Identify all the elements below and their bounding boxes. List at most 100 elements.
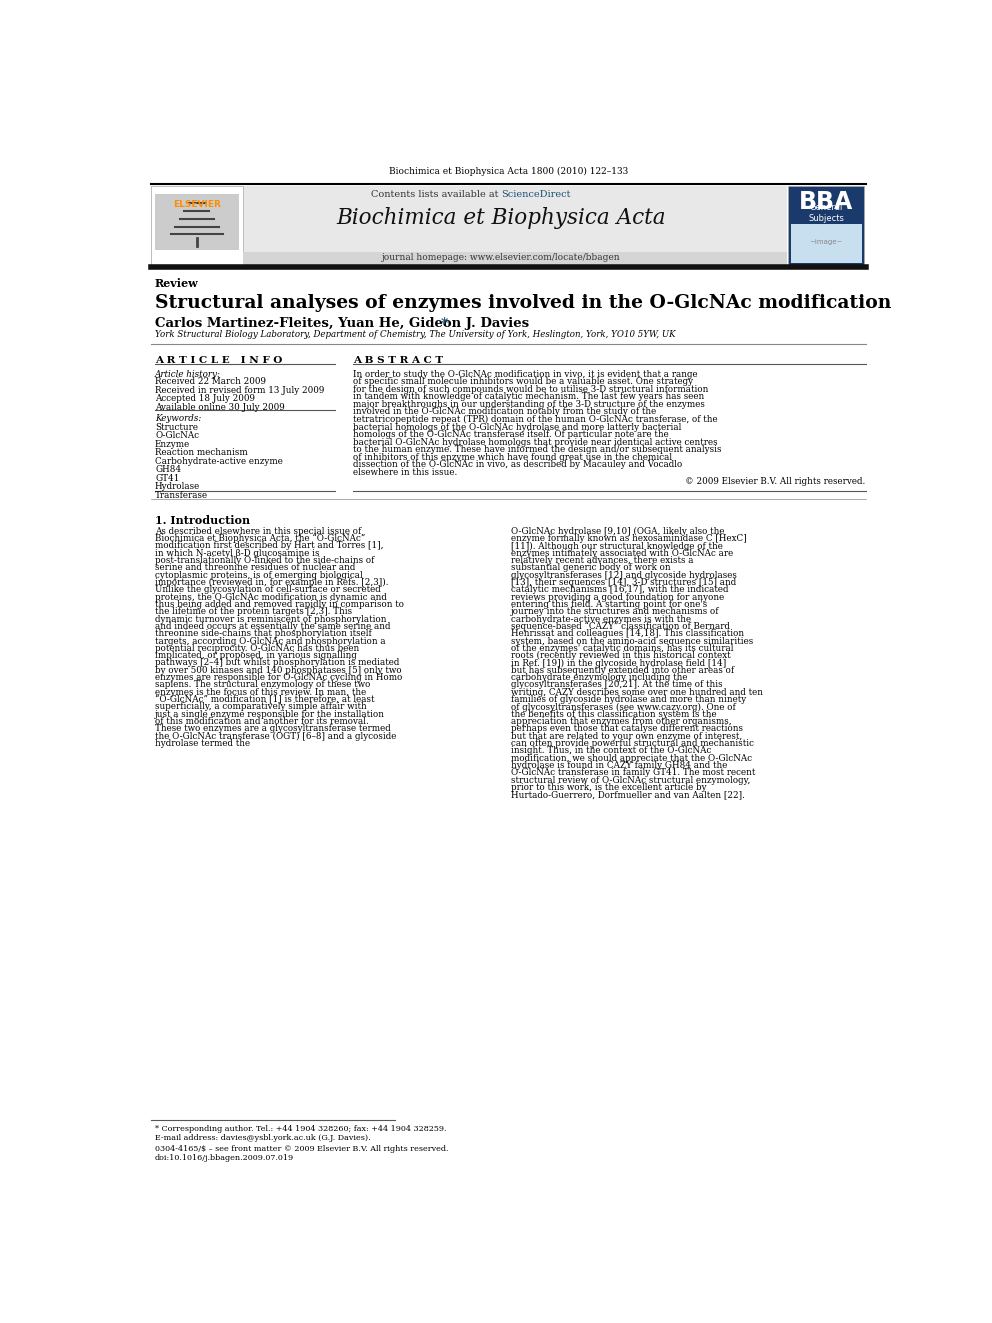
Text: Biochimica et Biophysica Acta 1800 (2010) 122–133: Biochimica et Biophysica Acta 1800 (2010… — [389, 167, 628, 176]
Text: bacterial O-GlcNAc hydrolase homologs that provide near identical active centres: bacterial O-GlcNAc hydrolase homologs th… — [352, 438, 717, 447]
Text: Structure: Structure — [155, 423, 198, 431]
Text: Enzyme: Enzyme — [155, 439, 190, 448]
Text: Unlike the glycosylation of cell-surface or secreted: Unlike the glycosylation of cell-surface… — [155, 585, 381, 594]
Text: serine and threonine residues of nuclear and: serine and threonine residues of nuclear… — [155, 564, 355, 573]
Text: E-mail address: davies@ysbl.york.ac.uk (G.J. Davies).: E-mail address: davies@ysbl.york.ac.uk (… — [155, 1134, 371, 1142]
Text: entering this field. A starting point for one's: entering this field. A starting point fo… — [511, 599, 707, 609]
Text: relatively recent advances, there exists a: relatively recent advances, there exists… — [511, 556, 693, 565]
Text: 1. Introduction: 1. Introduction — [155, 515, 250, 525]
Text: GH84: GH84 — [155, 466, 182, 474]
Text: but has subsequently extended into other areas of: but has subsequently extended into other… — [511, 665, 734, 675]
Text: the benefits of this classification system is the: the benefits of this classification syst… — [511, 709, 716, 718]
Text: just a single enzyme responsible for the installation: just a single enzyme responsible for the… — [155, 709, 385, 718]
Text: O-GlcNAc hydrolase [9,10] (OGA, likely also the: O-GlcNAc hydrolase [9,10] (OGA, likely a… — [511, 527, 724, 536]
Text: *: * — [440, 316, 447, 331]
Text: of glycosyltransferases (see www.cazy.org). One of: of glycosyltransferases (see www.cazy.or… — [511, 703, 735, 712]
Text: tetratricopeptide repeat (TPR) domain of the human O-GlcNAc transferase, of the: tetratricopeptide repeat (TPR) domain of… — [352, 415, 717, 425]
Text: Received in revised form 13 July 2009: Received in revised form 13 July 2009 — [155, 386, 324, 394]
Text: Hydrolase: Hydrolase — [155, 482, 200, 491]
Text: families of glycoside hydrolase and more than ninety: families of glycoside hydrolase and more… — [511, 695, 746, 704]
Text: Structural analyses of enzymes involved in the O-GlcNAc modification: Structural analyses of enzymes involved … — [155, 294, 892, 312]
Text: O-GlcNAc transferase in family GT41. The most recent: O-GlcNAc transferase in family GT41. The… — [511, 769, 755, 777]
Text: pathways [2–4] but whilst phosphorylation is mediated: pathways [2–4] but whilst phosphorylatio… — [155, 659, 400, 668]
Text: “O-GlcNAc” modification [1] is therefore, at least: “O-GlcNAc” modification [1] is therefore… — [155, 695, 375, 704]
Text: modification first described by Hart and Torres [1],: modification first described by Hart and… — [155, 541, 384, 550]
Text: These two enzymes are a glycosyltransferase termed: These two enzymes are a glycosyltransfer… — [155, 724, 391, 733]
Text: elsewhere in this issue.: elsewhere in this issue. — [352, 468, 457, 476]
Text: thus being added and removed rapidly in comparison to: thus being added and removed rapidly in … — [155, 599, 404, 609]
Text: catalytic mechanisms [16,17], with the indicated: catalytic mechanisms [16,17], with the i… — [511, 585, 728, 594]
Text: As described elsewhere in this special issue of: As described elsewhere in this special i… — [155, 527, 361, 536]
Text: Transferase: Transferase — [155, 491, 208, 500]
Text: O-GlcNAc: O-GlcNAc — [155, 431, 199, 441]
Text: ELSEVIER: ELSEVIER — [173, 200, 221, 209]
Bar — [155, 194, 239, 250]
Text: enzymes are responsible for O-GlcNAc cycling in Homo: enzymes are responsible for O-GlcNAc cyc… — [155, 673, 403, 683]
Text: prior to this work, is the excellent article by: prior to this work, is the excellent art… — [511, 783, 706, 792]
Text: writing, CAZY describes some over one hundred and ten: writing, CAZY describes some over one hu… — [511, 688, 763, 697]
Text: targets, according O-GlcNAc and phosphorylation a: targets, according O-GlcNAc and phosphor… — [155, 636, 386, 646]
Text: sequence-based “CAZY” classification of Bernard: sequence-based “CAZY” classification of … — [511, 622, 730, 631]
Text: dissection of the O-GlcNAc in vivo, as described by Macauley and Vocadlo: dissection of the O-GlcNAc in vivo, as d… — [352, 460, 682, 470]
Text: and indeed occurs at essentially the same serine and: and indeed occurs at essentially the sam… — [155, 622, 391, 631]
Text: bacterial homologs of the O-GlcNAc hydrolase and more latterly bacterial: bacterial homologs of the O-GlcNAc hydro… — [352, 422, 681, 431]
Text: major breakthroughs in our understanding of the 3-D structure of the enzymes: major breakthroughs in our understanding… — [352, 400, 704, 409]
Text: Keywords:: Keywords: — [155, 414, 201, 423]
Text: In order to study the O-GlcNAc modification in vivo, it is evident that a range: In order to study the O-GlcNAc modificat… — [352, 369, 697, 378]
Text: carbohydrate-active enzymes is with the: carbohydrate-active enzymes is with the — [511, 615, 690, 623]
Text: homologs of the O-GlcNAc transferase itself. Of particular note are the: homologs of the O-GlcNAc transferase its… — [352, 430, 669, 439]
Text: A R T I C L E   I N F O: A R T I C L E I N F O — [155, 356, 283, 365]
Text: in tandem with knowledge of catalytic mechanism. The last few years has seen: in tandem with knowledge of catalytic me… — [352, 393, 704, 401]
Text: Henrissat and colleagues [14,18]. This classification: Henrissat and colleagues [14,18]. This c… — [511, 630, 744, 638]
Text: Article history:: Article history: — [155, 369, 221, 378]
Text: doi:10.1016/j.bbagen.2009.07.019: doi:10.1016/j.bbagen.2009.07.019 — [155, 1154, 294, 1162]
Text: reviews providing a good foundation for anyone: reviews providing a good foundation for … — [511, 593, 724, 602]
Text: BBA: BBA — [799, 189, 853, 213]
Text: GT41: GT41 — [155, 474, 180, 483]
Text: Carlos Martinez-Fleites, Yuan He, Gideon J. Davies: Carlos Martinez-Fleites, Yuan He, Gideon… — [155, 316, 529, 329]
Bar — [789, 185, 864, 265]
Text: Review: Review — [155, 278, 198, 290]
Text: ScienceDirect: ScienceDirect — [501, 191, 571, 200]
Text: A B S T R A C T: A B S T R A C T — [352, 356, 442, 365]
Text: General
Subjects: General Subjects — [808, 204, 844, 222]
Bar — [243, 251, 787, 265]
Text: of the enzymes' catalytic domains, has its cultural: of the enzymes' catalytic domains, has i… — [511, 644, 733, 652]
Text: enzymes intimately associated with O-GlcNAc are: enzymes intimately associated with O-Glc… — [511, 549, 733, 558]
Text: appreciation that enzymes from other organisms,: appreciation that enzymes from other org… — [511, 717, 731, 726]
Text: Biochimica et Biophysica Acta: Biochimica et Biophysica Acta — [336, 208, 667, 229]
Bar — [791, 224, 862, 263]
Bar — [151, 185, 243, 265]
Text: cytoplasmic proteins, is of emerging biological: cytoplasmic proteins, is of emerging bio… — [155, 570, 363, 579]
Text: structural review of O-GlcNAc structural enzymology,: structural review of O-GlcNAc structural… — [511, 775, 750, 785]
Text: [13], their sequences [14], 3-D structures [15] and: [13], their sequences [14], 3-D structur… — [511, 578, 736, 587]
Text: to the human enzyme. These have informed the design and/or subsequent analysis: to the human enzyme. These have informed… — [352, 446, 721, 454]
Text: [11]). Although our structural knowledge of the: [11]). Although our structural knowledge… — [511, 541, 722, 550]
Text: potential reciprocity. O-GlcNAc has thus been: potential reciprocity. O-GlcNAc has thus… — [155, 644, 359, 652]
Text: for the design of such compounds would be to utilise 3-D structural information: for the design of such compounds would b… — [352, 385, 708, 394]
Text: of this modification and another for its removal.: of this modification and another for its… — [155, 717, 369, 726]
Text: implicated, or proposed, in various signalling: implicated, or proposed, in various sign… — [155, 651, 357, 660]
Text: proteins, the O-GlcNAc modification is dynamic and: proteins, the O-GlcNAc modification is d… — [155, 593, 387, 602]
Text: can often provide powerful structural and mechanistic: can often provide powerful structural an… — [511, 740, 754, 747]
Text: but that are related to your own enzyme of interest,: but that are related to your own enzyme … — [511, 732, 742, 741]
Text: journey into the structures and mechanisms of: journey into the structures and mechanis… — [511, 607, 719, 617]
Text: Reaction mechanism: Reaction mechanism — [155, 448, 248, 458]
Text: roots (recently reviewed in this historical context: roots (recently reviewed in this histori… — [511, 651, 730, 660]
Text: hydrolase termed the: hydrolase termed the — [155, 740, 250, 747]
Text: enzyme formally known as hexosaminidase C [HexC]: enzyme formally known as hexosaminidase … — [511, 534, 746, 544]
Text: hydrolase is found in CAZY family GH84 and the: hydrolase is found in CAZY family GH84 a… — [511, 761, 727, 770]
Text: Available online 30 July 2009: Available online 30 July 2009 — [155, 402, 285, 411]
Text: substantial generic body of work on: substantial generic body of work on — [511, 564, 671, 573]
Text: * Corresponding author. Tel.: +44 1904 328260; fax: +44 1904 328259.: * Corresponding author. Tel.: +44 1904 3… — [155, 1125, 446, 1132]
Text: glycosyltransferases [12] and glycoside hydrolases: glycosyltransferases [12] and glycoside … — [511, 570, 737, 579]
Text: Hurtado-Guerrero, Dorfmueller and van Aalten [22].: Hurtado-Guerrero, Dorfmueller and van Aa… — [511, 790, 745, 799]
Text: importance (reviewed in, for example in Refs. [2,3]).: importance (reviewed in, for example in … — [155, 578, 389, 587]
Text: Received 22 March 2009: Received 22 March 2009 — [155, 377, 266, 386]
Text: ~image~: ~image~ — [809, 239, 843, 245]
Text: superficially, a comparatively simple affair with: superficially, a comparatively simple af… — [155, 703, 367, 712]
Text: system, based on the amino-acid sequence similarities: system, based on the amino-acid sequence… — [511, 636, 753, 646]
Text: enzymes is the focus of this review. In man, the: enzymes is the focus of this review. In … — [155, 688, 366, 697]
Text: modification, we should appreciate that the O-GlcNAc: modification, we should appreciate that … — [511, 754, 752, 762]
Text: threonine side-chains that phosphorylation itself: threonine side-chains that phosphorylati… — [155, 630, 372, 638]
